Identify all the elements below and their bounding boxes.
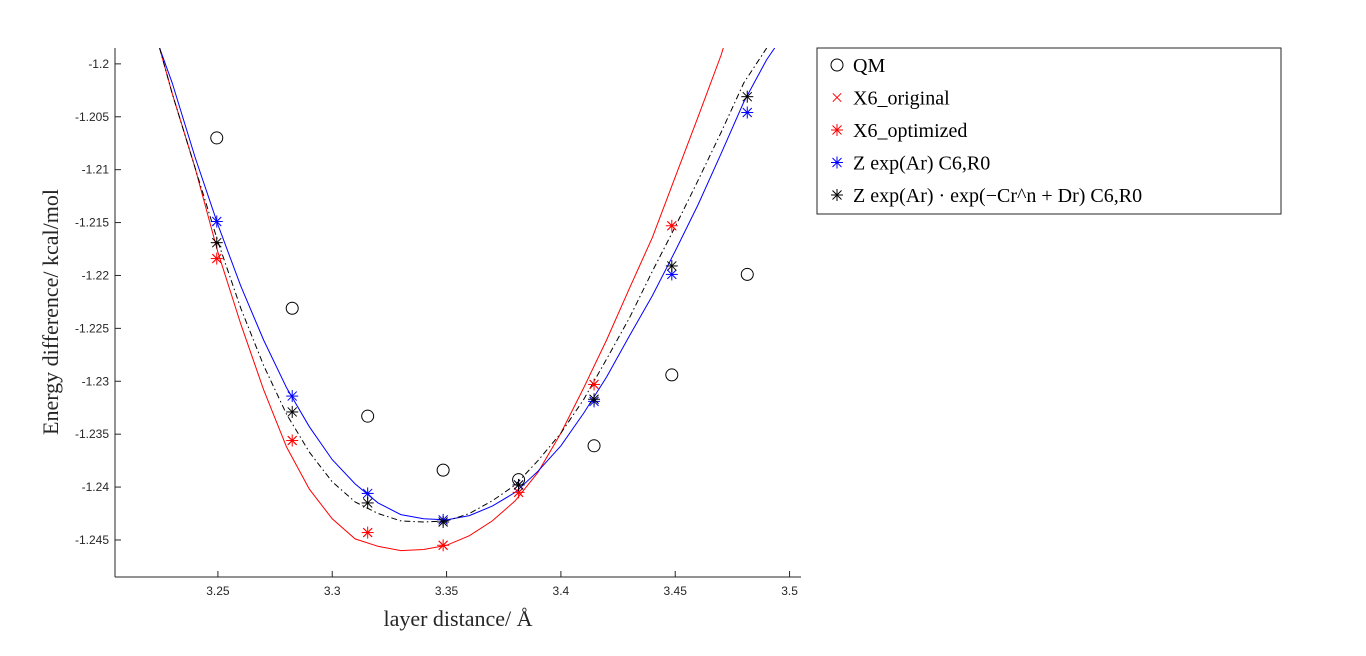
data-point <box>361 487 374 500</box>
legend: QM X6_original X6_optimized Z exp(Ar) C6,R0… <box>816 47 1282 215</box>
x-axis-label: layer distance/ Å <box>383 606 532 631</box>
legend-label: X6_original <box>853 88 950 110</box>
y-tick-label: -1.2 <box>88 57 109 71</box>
x-tick-label: 3.25 <box>206 584 230 598</box>
fit-line <box>159 48 724 552</box>
fit-line <box>159 48 776 521</box>
x-tick-label: 3.35 <box>435 584 459 598</box>
data-point <box>210 252 223 265</box>
legend-label: X6_optimized <box>853 120 967 142</box>
legend-marker <box>831 124 843 136</box>
axes <box>114 48 801 578</box>
y-tick-label: -1.245 <box>75 533 109 547</box>
legend-marker <box>830 58 844 72</box>
legend-box <box>816 47 1282 215</box>
x-tick-label: 3.4 <box>553 584 570 598</box>
data-point <box>437 515 450 528</box>
data-point <box>741 106 754 119</box>
legend-label: Z exp(Ar) · exp(−Cr^n + Dr) C6,R0 <box>853 185 1142 207</box>
data-point <box>361 496 374 509</box>
y-tick-label: -1.22 <box>82 268 110 282</box>
fit-line <box>159 48 768 523</box>
y-axis-ticks: -1.2 -1.205 -1.21 -1.215 -1.22 -1.225 -1.23 -1.… <box>75 57 121 547</box>
data-point <box>286 390 299 403</box>
y-tick-label: -1.24 <box>82 480 110 494</box>
y-tick-label: -1.205 <box>75 110 109 124</box>
data-point <box>210 236 223 249</box>
fit-lines <box>159 48 776 552</box>
y-tick-label: -1.225 <box>75 321 109 335</box>
y-tick-label: -1.21 <box>82 163 110 177</box>
y-tick-label: -1.215 <box>75 216 109 230</box>
data-point <box>286 405 299 418</box>
data-point <box>665 368 679 382</box>
data-point <box>512 478 525 491</box>
data-point <box>588 378 601 391</box>
data-point <box>436 463 450 477</box>
y-tick-label: -1.235 <box>75 427 109 441</box>
data-point <box>588 393 601 406</box>
x-tick-label: 3.3 <box>324 584 341 598</box>
data-markers <box>210 90 754 552</box>
legend-label: Z exp(Ar) C6,R0 <box>853 153 990 175</box>
legend-label: QM <box>853 55 885 77</box>
x-tick-label: 3.45 <box>664 584 688 598</box>
data-point <box>587 439 601 453</box>
data-point <box>210 131 224 145</box>
data-point <box>741 90 754 103</box>
x-tick-label: 3.5 <box>781 584 798 598</box>
x-axis-ticks: 3.25 3.3 3.35 3.4 3.45 3.5 <box>206 571 798 598</box>
data-point <box>437 539 450 552</box>
data-point <box>210 215 223 228</box>
legend-marker <box>831 156 843 169</box>
data-point <box>286 434 299 447</box>
data-point <box>740 267 754 281</box>
y-axis-label: Energy difference/ kcal/mol <box>38 189 63 435</box>
data-point <box>665 219 678 232</box>
data-point <box>361 409 375 423</box>
data-point <box>361 526 374 539</box>
legend-marker <box>831 189 843 201</box>
y-tick-label: -1.23 <box>82 374 110 388</box>
legend-marker <box>832 92 842 103</box>
data-point <box>665 259 678 272</box>
data-point <box>285 301 299 315</box>
